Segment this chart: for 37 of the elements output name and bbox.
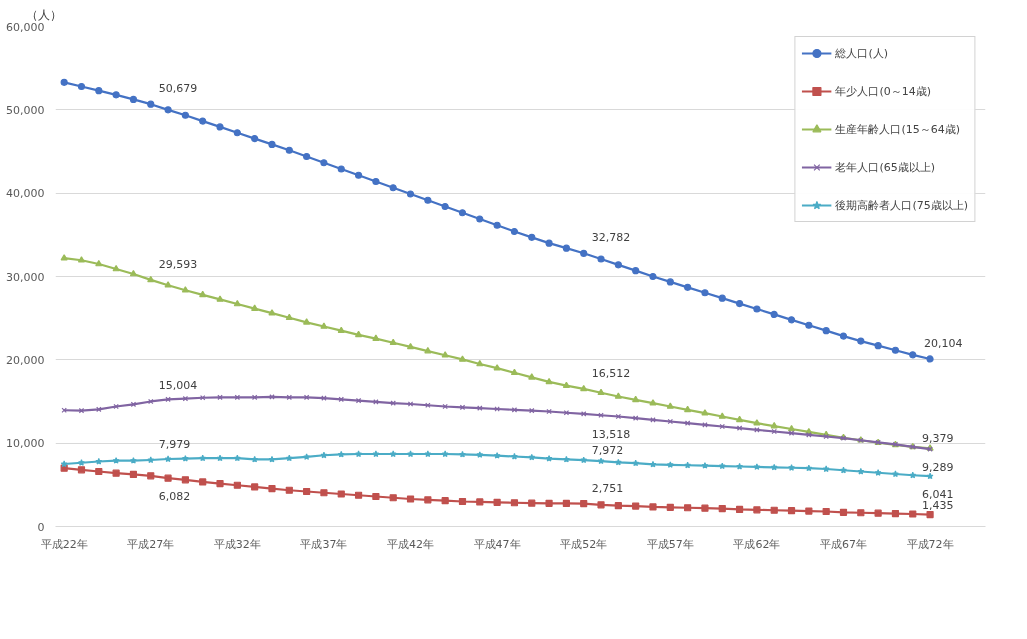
data-label: 6,082 xyxy=(158,489,191,503)
legend-label: 年少人口(0～14歳) xyxy=(835,83,931,99)
data-label: 2,751 xyxy=(591,481,624,495)
data-label: 7,972 xyxy=(591,444,624,458)
legend-label: 後期高齢者人口(75歳以上) xyxy=(835,197,968,213)
y-tick-label: 60,000 xyxy=(6,20,45,34)
data-label: 9,379 xyxy=(922,432,954,446)
data-label: 7,979 xyxy=(158,438,191,452)
legend-label: 老年人口(65歳以上) xyxy=(835,159,935,175)
y-tick-label: 10,000 xyxy=(6,437,45,451)
data-label: 13,518 xyxy=(591,427,631,441)
x-tick-label: 平成32年 xyxy=(213,537,261,551)
x-tick-label: 平成67年 xyxy=(819,537,867,551)
x-tick-label: 平成57年 xyxy=(646,537,694,551)
y-tick-label: 0 xyxy=(37,520,45,534)
data-label: 32,782 xyxy=(591,231,631,245)
x-tick-label: 平成37年 xyxy=(300,537,348,551)
legend-label: 生産年齢人口(15～64歳) xyxy=(835,121,960,137)
data-label: 9,289 xyxy=(922,461,954,475)
x-tick-label: 平成62年 xyxy=(733,537,781,551)
y-tick-label: 50,000 xyxy=(6,103,45,117)
data-label: 50,679 xyxy=(158,82,198,96)
data-label: 15,004 xyxy=(158,379,198,393)
y-tick-label: 40,000 xyxy=(6,187,45,201)
legend-label: 総人口(人) xyxy=(835,45,888,61)
x-tick-label: 平成47年 xyxy=(473,537,521,551)
y-tick-label: 20,000 xyxy=(6,353,45,367)
x-tick-label: 平成42年 xyxy=(387,537,435,551)
x-tick-label: 平成72年 xyxy=(906,537,954,551)
x-tick-label: 平成22年 xyxy=(40,537,88,551)
x-tick-label: 平成27年 xyxy=(127,537,175,551)
y-axis-title: （人） xyxy=(25,7,62,22)
data-label: 16,512 xyxy=(591,366,631,380)
y-tick-label: 30,000 xyxy=(6,270,45,284)
data-label: 20,104 xyxy=(924,336,963,350)
data-label: 29,593 xyxy=(158,257,198,271)
x-tick-label: 平成52年 xyxy=(560,537,608,551)
